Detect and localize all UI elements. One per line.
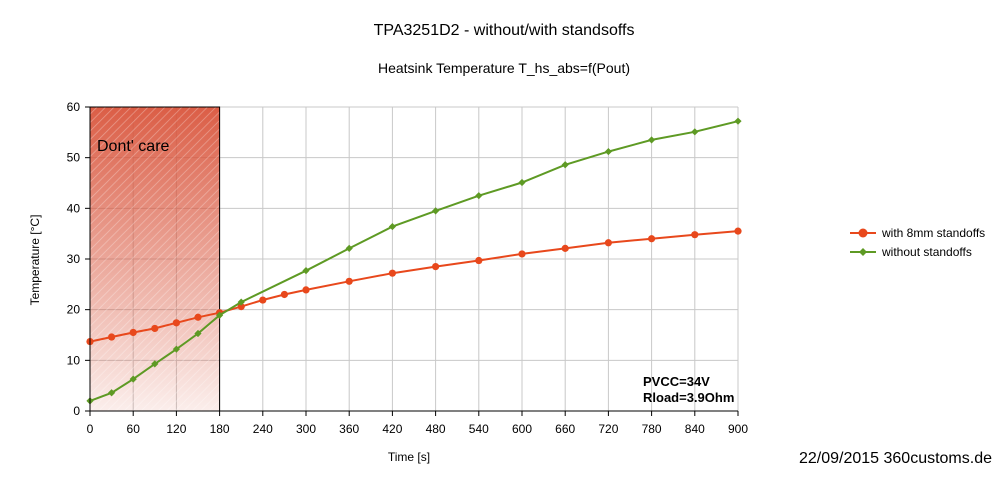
data-point-series-2	[648, 136, 656, 144]
data-point-series-1	[108, 333, 116, 341]
data-point-series-1	[345, 277, 353, 285]
data-point-series-2	[432, 207, 440, 215]
x-tick-label: 660	[555, 422, 575, 436]
data-point-series-2	[216, 311, 224, 319]
data-point-series-2	[734, 117, 742, 125]
data-point-series-1	[237, 303, 245, 311]
data-point-series-1	[129, 328, 137, 337]
data-point-series-1	[561, 244, 569, 252]
y-axis-title: Temperature [°C]	[28, 215, 42, 306]
x-tick-label: 120	[166, 422, 186, 436]
x-tick-label: 240	[253, 422, 273, 436]
data-point-series-2	[518, 178, 526, 187]
condition-label-rload: Rload=3.9Ohm	[643, 390, 734, 405]
x-tick-label: 420	[382, 422, 402, 436]
data-point-series-1	[388, 269, 396, 277]
legend-label-2: without standoffs	[881, 245, 972, 259]
data-point-series-2	[691, 128, 699, 136]
legend-marker-1	[858, 228, 868, 238]
condition-label-pvcc: PVCC=34V	[643, 374, 710, 389]
data-point-series-2	[129, 375, 137, 383]
data-point-series-1	[518, 250, 526, 258]
x-tick-label: 360	[339, 422, 359, 436]
data-point-series-2	[237, 298, 245, 306]
y-tick-label: 50	[67, 151, 81, 165]
data-point-series-1	[691, 231, 699, 239]
x-tick-label: 300	[296, 422, 316, 436]
data-point-series-2	[172, 345, 180, 353]
data-point-series-2	[345, 244, 353, 252]
legend-marker-2	[859, 248, 867, 256]
data-point-series-1	[194, 313, 202, 321]
x-tick-label: 900	[728, 422, 748, 436]
x-tick-label: 840	[685, 422, 705, 436]
data-point-series-1	[604, 239, 613, 247]
x-tick-label: 180	[210, 422, 230, 436]
data-point-series-2	[604, 147, 612, 156]
data-point-series-2	[108, 389, 116, 397]
data-point-series-2	[302, 267, 310, 275]
y-tick-label: 10	[67, 353, 81, 367]
legend: with 8mm standoffs without standoffs	[850, 226, 985, 259]
data-point-series-2	[194, 329, 202, 338]
y-tick-label: 20	[67, 303, 81, 317]
data-point-series-1	[734, 227, 742, 235]
y-tick-label: 30	[67, 252, 81, 266]
x-tick-label: 540	[469, 422, 489, 436]
data-point-series-2	[561, 161, 569, 169]
region-label: Dont' care	[97, 138, 170, 155]
data-point-series-2	[475, 192, 483, 200]
x-tick-label: 720	[598, 422, 618, 436]
x-tick-label: 60	[127, 422, 141, 436]
data-point-series-1	[475, 256, 483, 265]
y-tick-label: 60	[67, 100, 81, 114]
chart-title: TPA3251D2 - without/with standsoffs	[374, 22, 635, 39]
x-tick-label: 0	[87, 422, 94, 436]
x-tick-label: 780	[642, 422, 662, 436]
legend-label-1: with 8mm standoffs	[881, 226, 985, 240]
data-point-series-1	[302, 286, 310, 294]
data-point-series-1	[259, 296, 267, 304]
data-point-series-2	[388, 222, 396, 231]
data-point-series-1	[280, 290, 288, 299]
data-point-series-1	[648, 235, 656, 243]
data-point-series-1	[432, 263, 440, 271]
data-point-series-2	[151, 360, 159, 368]
data-point-series-1	[151, 324, 159, 333]
chart-subtitle: Heatsink Temperature T_hs_abs=f(Pout)	[378, 60, 630, 76]
y-tick-label: 0	[73, 404, 80, 418]
footer-credit: 22/09/2015 360customs.de	[798, 450, 992, 467]
x-tick-label: 600	[512, 422, 532, 436]
data-point-series-1	[172, 319, 180, 327]
y-tick-label: 40	[67, 201, 81, 215]
x-tick-label: 480	[426, 422, 446, 436]
x-axis-title: Time [s]	[388, 450, 430, 464]
